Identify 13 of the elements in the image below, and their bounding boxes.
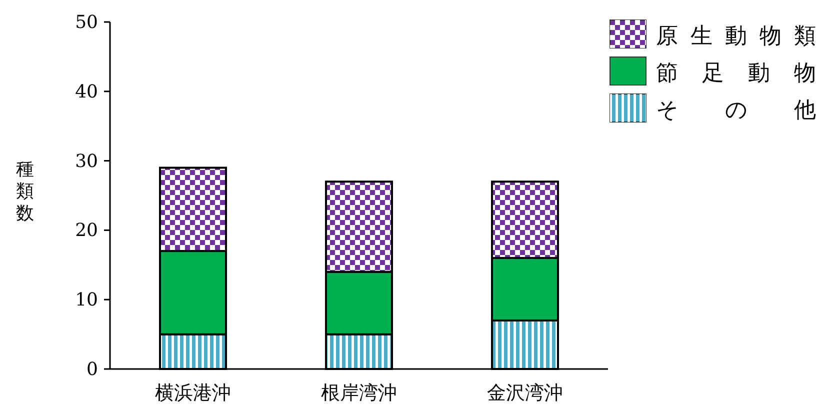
y-tick-label: 10 [75, 290, 98, 311]
legend-label: その他 [656, 98, 816, 123]
x-tick-label: 根岸湾沖 [321, 382, 397, 404]
legend-label: 原生動物類 [656, 24, 816, 49]
y-axis-title: 種類数 [16, 159, 34, 224]
y-tick-label: 40 [75, 81, 98, 102]
y-tick-label: 50 [75, 12, 98, 33]
y-tick-label: 30 [75, 150, 98, 172]
y-tick-label: 0 [86, 359, 98, 380]
legend-label: 節足動物 [656, 61, 816, 86]
x-tick-label: 横浜港沖 [155, 382, 231, 404]
y-tick-label: 20 [75, 220, 98, 242]
x-tick-label: 金沢湾沖 [487, 382, 563, 404]
